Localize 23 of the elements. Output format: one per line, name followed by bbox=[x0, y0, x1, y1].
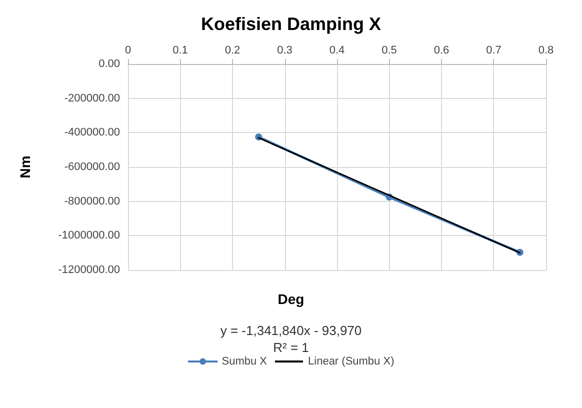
x-tick-label: 0.3 bbox=[277, 44, 292, 56]
x-tick-label: 0.8 bbox=[538, 44, 554, 56]
x-tick-label: 0.6 bbox=[434, 44, 450, 56]
x-tick-label: 0.7 bbox=[486, 44, 502, 56]
x-axis-title: Deg bbox=[278, 291, 304, 307]
x-tick-label: 0.4 bbox=[329, 44, 345, 56]
x-tick-label: 0 bbox=[124, 44, 132, 56]
y-tick-label: -1200000.00 bbox=[58, 264, 120, 276]
x-tick-label: 0.5 bbox=[382, 44, 397, 56]
legend-label: Linear (Sumbu X) bbox=[308, 356, 394, 368]
y-tick-label: -400000.00 bbox=[64, 126, 120, 139]
y-tick-label: 0.00 bbox=[98, 58, 120, 70]
chart-title: Koefisien Damping X bbox=[200, 14, 382, 34]
y-tick-label: -1000000.00 bbox=[58, 230, 120, 242]
text: y = -1,341,840x - 93,970 bbox=[220, 323, 362, 338]
x-tick-label: 0.1 bbox=[172, 44, 188, 56]
y-tick-label: -600000.00 bbox=[64, 161, 120, 173]
y-tick-label: -800000.00 bbox=[64, 195, 120, 208]
x-tick-label: 0.2 bbox=[224, 44, 240, 56]
legend-label: Sumbu X bbox=[222, 356, 268, 368]
y-axis-title: Nm bbox=[17, 156, 33, 178]
y-tick-label: -200000.00 bbox=[64, 92, 120, 104]
text: R² = 1 bbox=[273, 340, 309, 355]
